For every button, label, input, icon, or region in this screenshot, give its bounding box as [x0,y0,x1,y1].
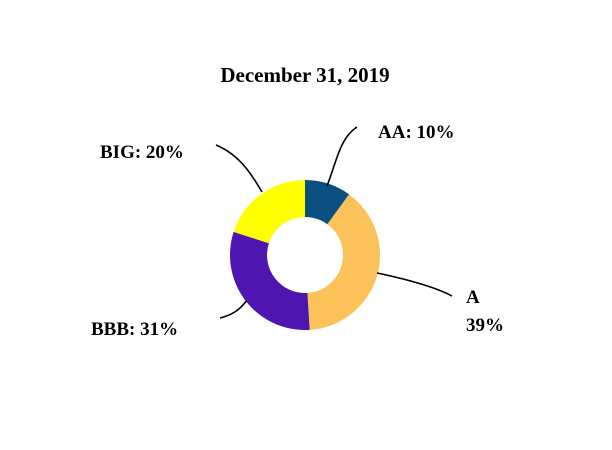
slice-aa [305,180,350,225]
slices-group [230,180,380,330]
slice-label-big: BIG: 20% [100,142,184,163]
leader-line-aa [326,126,358,187]
slice-big [233,180,305,244]
slice-label-bbb: BBB: 31% [91,319,178,340]
slice-label-a-name: A [466,287,480,308]
leader-line-bbb [219,299,248,319]
slice-a [307,194,380,330]
slice-label-aa: AA: 10% [378,122,455,143]
chart-title: December 31, 2019 [220,63,389,87]
leader-line-a [376,272,453,297]
leader-line-big [215,144,263,193]
leader-lines [215,126,453,319]
slice-bbb [230,231,310,330]
slice-label-a-percent: 39% [466,315,504,336]
slice-label-a: A 39% [466,287,504,336]
